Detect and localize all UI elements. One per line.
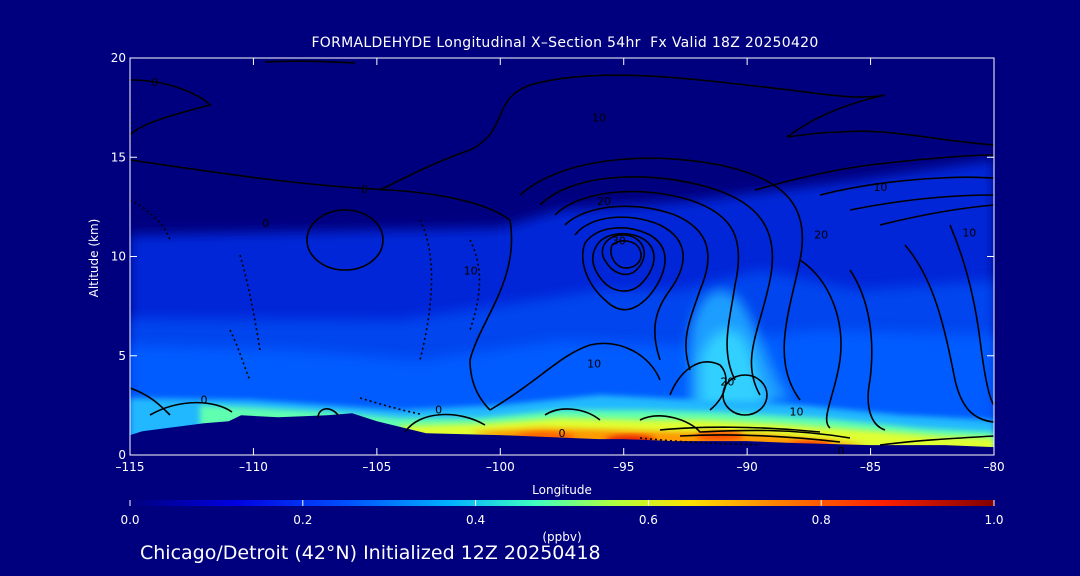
contour-line <box>949 224 994 406</box>
y-tick-label: 5 <box>118 349 126 363</box>
colorbar-tick-label: 0.0 <box>120 513 139 527</box>
contour-line <box>819 176 994 196</box>
contour-label: 0 <box>559 427 566 440</box>
contour-line <box>130 159 513 411</box>
contour-label: 10 <box>790 405 804 418</box>
contour-line-dotted <box>239 254 261 351</box>
colorbar-tick-label: 0.8 <box>812 513 831 527</box>
x-tick-label: –110 <box>239 460 268 474</box>
contour-label: 0 <box>435 403 442 416</box>
x-tick-label: –105 <box>362 460 391 474</box>
contour-line <box>379 74 994 191</box>
contour-line <box>130 387 171 416</box>
y-tick-label: 10 <box>111 250 126 264</box>
colorbar-ticks: 0.0 0.2 0.4 0.6 0.8 1.0 <box>120 500 1004 527</box>
contour-line <box>544 408 601 421</box>
contour-line-dotted <box>419 219 433 361</box>
contour-line <box>581 227 666 311</box>
contour-lines <box>130 60 994 446</box>
contour-label: 10 <box>873 181 887 194</box>
contour-label: 0 <box>201 393 208 406</box>
contour-line <box>849 194 994 211</box>
contour-line-dotted <box>130 199 171 241</box>
contour-line <box>849 269 886 431</box>
contour-line-dotted <box>469 239 481 331</box>
colorbar-label: (ppbv) <box>542 530 581 544</box>
contour-line <box>404 413 486 433</box>
x-tick-label: –90 <box>737 460 758 474</box>
y-axis: 0 5 10 15 20 <box>111 51 994 462</box>
colorbar-tick-label: 0.4 <box>466 513 485 527</box>
contour-line <box>659 426 821 433</box>
contour-line <box>722 374 768 416</box>
contour-line <box>679 434 841 443</box>
colorbar-tick-label: 1.0 <box>984 513 1003 527</box>
contour-label: 20 <box>597 195 611 208</box>
contour-label: 0 <box>151 76 158 89</box>
chart-subtitle: Chicago/Detroit (42°N) Initialized 12Z 2… <box>140 542 601 564</box>
colorbar-tick-label: 0.6 <box>639 513 658 527</box>
contour-line <box>754 154 994 191</box>
contour-line-dotted <box>639 437 761 446</box>
terrain-mask <box>130 413 994 455</box>
contour-label: 10 <box>962 227 976 240</box>
contour-line-dotted <box>359 397 421 415</box>
contour-label: 0 <box>361 183 368 196</box>
contour-label: 10 <box>592 112 606 125</box>
x-axis-label: Longitude <box>532 483 592 497</box>
contour-line <box>799 259 842 429</box>
contour-line <box>317 408 339 419</box>
x-tick-label: –95 <box>613 460 634 474</box>
chart-title: FORMALDEHYDE Longitudinal X–Section 54hr… <box>311 35 819 51</box>
contour-line <box>564 205 709 371</box>
contour-line <box>879 204 994 226</box>
x-tick-label: –100 <box>486 460 515 474</box>
concentration-field <box>130 160 994 455</box>
contour-line-dotted <box>229 329 251 381</box>
contour-line <box>669 361 727 411</box>
contour-line <box>639 415 851 439</box>
x-axis: –115 –110 –105 –100 –95 –90 –85 –80 <box>116 58 1005 474</box>
contour-label: 10 <box>587 358 601 371</box>
colorbar-tick-label: 0.2 <box>293 513 312 527</box>
colorbar <box>130 500 994 506</box>
contour-label: 20 <box>814 229 828 242</box>
contour-label: 0 <box>262 217 269 230</box>
contour-line <box>489 342 661 411</box>
contour-line <box>264 60 356 64</box>
contour-label: 0 <box>837 445 844 458</box>
contour-line <box>879 435 994 446</box>
contour-line <box>601 234 646 276</box>
contour-line <box>130 79 212 136</box>
contour-labels: 0 0 0 10 0 0 0 10 20 30 20 10 10 10 20 10 0 <box>151 76 976 458</box>
x-tick-label: –80 <box>983 460 1004 474</box>
x-tick-label: –85 <box>860 460 881 474</box>
contour-label: 30 <box>612 235 626 248</box>
contour-label: 10 <box>464 264 478 277</box>
y-tick-label: 20 <box>111 51 126 65</box>
contour-line <box>610 240 642 269</box>
contour-line <box>592 232 655 292</box>
contour-line <box>539 176 774 396</box>
contour-line <box>574 216 684 361</box>
contour-line <box>149 401 233 416</box>
contour-line <box>904 244 994 423</box>
contour-line <box>554 190 740 381</box>
contour-line <box>519 157 804 401</box>
contour-line <box>306 209 384 271</box>
contour-label: 20 <box>720 376 734 389</box>
y-axis-label: Altitude (km) <box>87 219 101 298</box>
field-plume-inner <box>700 329 770 410</box>
y-tick-label: 15 <box>111 150 126 164</box>
field-hotspot-3 <box>696 431 744 441</box>
y-tick-label: 0 <box>118 448 126 462</box>
x-tick-label: –115 <box>116 460 145 474</box>
